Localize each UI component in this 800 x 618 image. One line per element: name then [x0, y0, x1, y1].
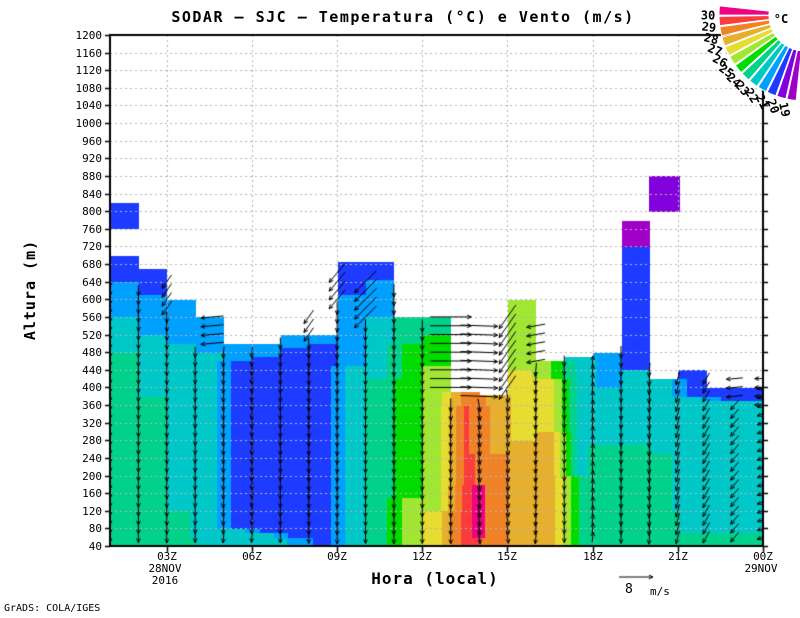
y-tick-label: 720	[82, 240, 102, 253]
y-tick-label: 80	[88, 522, 102, 535]
y-tick-label: 1160	[75, 47, 103, 60]
y-tick-label: 800	[82, 205, 102, 218]
x-axis-title: Hora (local)	[371, 569, 499, 588]
y-tick-label: 440	[82, 364, 102, 377]
y-tick-label: 160	[82, 487, 102, 500]
y-tick-label: 120	[82, 505, 102, 518]
x-tick-label: 06Z	[242, 550, 262, 563]
y-tick-label: 960	[82, 135, 102, 148]
y-tick-label: 400	[82, 381, 102, 394]
chart-title: SODAR – SJC – Temperatura (°C) e Vento (…	[171, 8, 635, 26]
y-tick-label: 520	[82, 329, 102, 342]
x-date-label: 2016	[151, 574, 179, 587]
grads-credit: GrADS: COLA/IGES	[4, 603, 101, 614]
y-axis-title: Altura (m)	[21, 239, 39, 341]
x-tick-label: 15Z	[497, 550, 517, 563]
y-tick-label: 1080	[75, 82, 103, 95]
y-tick-label: 40	[88, 540, 102, 553]
x-tick-label: 18Z	[583, 550, 603, 563]
y-tick-label: 680	[82, 258, 102, 271]
x-tick-label: 00Z	[753, 550, 773, 563]
x-date-label: 28NOV	[148, 562, 182, 575]
y-tick-label: 560	[82, 311, 102, 324]
y-tick-label: 600	[82, 293, 102, 306]
wind-scale-value: 8	[625, 582, 633, 597]
y-tick-label: 880	[82, 170, 102, 183]
y-tick-label: 200	[82, 470, 102, 483]
x-tick-label: 09Z	[327, 550, 347, 563]
y-tick-label: 840	[82, 188, 102, 201]
wind-scale-unit: m/s	[650, 585, 670, 598]
x-tick-label: 21Z	[668, 550, 688, 563]
y-tick-label: 320	[82, 417, 102, 430]
y-tick-label: 360	[82, 399, 102, 412]
x-tick-label: 12Z	[412, 550, 432, 563]
y-tick-label: 240	[82, 452, 102, 465]
y-tick-label: 760	[82, 223, 102, 236]
y-tick-label: 1120	[75, 64, 103, 77]
y-tick-label: 480	[82, 346, 102, 359]
y-tick-label: 1200	[75, 29, 103, 42]
y-tick-label: 640	[82, 276, 102, 289]
y-tick-label: 920	[82, 152, 102, 165]
x-tick-label: 03Z	[157, 550, 177, 563]
y-tick-label: 280	[82, 434, 102, 447]
y-tick-label: 1040	[75, 99, 103, 112]
y-tick-label: 1000	[75, 117, 103, 130]
x-date-label: 29NOV	[744, 562, 778, 575]
